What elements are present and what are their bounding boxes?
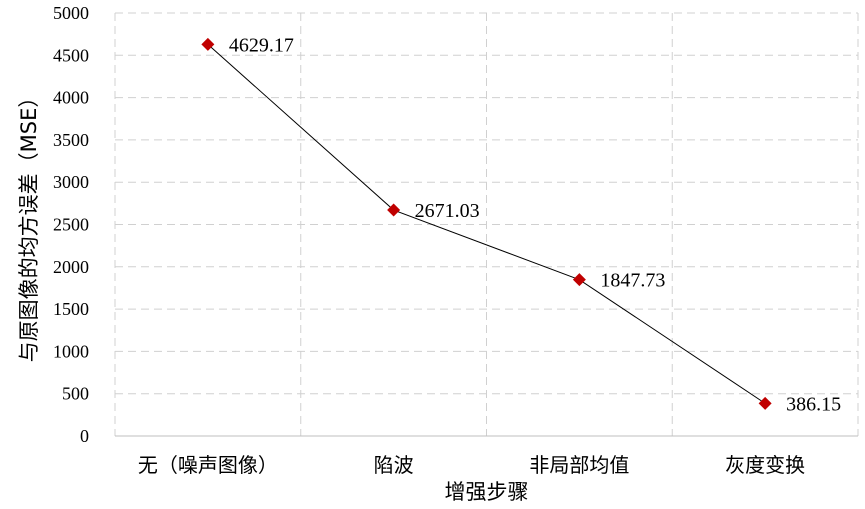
data-value-label: 386.15 xyxy=(786,393,841,415)
data-value-label: 4629.17 xyxy=(229,34,294,56)
y-tick-label: 2000 xyxy=(53,257,89,277)
x-axis-categories: 无（噪声图像） 陷波 非局部均值 灰度变换 xyxy=(138,453,805,477)
data-value-label: 1847.73 xyxy=(600,270,665,292)
x-category-label: 灰度变换 xyxy=(725,453,805,477)
data-value-label: 2671.03 xyxy=(415,200,480,222)
y-tick-label: 500 xyxy=(62,384,89,404)
data-labels: 4629.17 2671.03 1847.73 386.15 xyxy=(229,34,841,415)
y-tick-label: 1000 xyxy=(53,341,89,361)
data-point-marker xyxy=(387,203,401,217)
y-tick-label: 3500 xyxy=(53,130,89,150)
y-axis-ticks: 0 500 1000 1500 2000 2500 3000 3500 4000 4500 5000 xyxy=(53,3,89,446)
data-point-marker xyxy=(201,37,215,51)
x-category-label: 无（噪声图像） xyxy=(138,453,278,477)
x-category-label: 非局部均值 xyxy=(529,453,629,477)
y-tick-label: 4500 xyxy=(53,45,89,65)
data-point-marker xyxy=(572,273,586,287)
series-line xyxy=(207,43,766,404)
x-category-label: 陷波 xyxy=(374,453,414,477)
gridlines xyxy=(114,12,859,436)
y-tick-label: 3000 xyxy=(53,172,89,192)
x-axis-title: 增强步骤 xyxy=(445,480,529,504)
y-tick-label: 0 xyxy=(80,426,89,446)
data-markers xyxy=(201,37,772,410)
y-tick-label: 4000 xyxy=(53,88,89,108)
data-point-marker xyxy=(758,396,772,410)
y-tick-label: 2500 xyxy=(53,215,89,235)
y-tick-label: 5000 xyxy=(53,3,89,23)
y-axis-title: 与原图像的均方误差（MSE） xyxy=(17,87,41,363)
y-tick-label: 1500 xyxy=(53,299,89,319)
